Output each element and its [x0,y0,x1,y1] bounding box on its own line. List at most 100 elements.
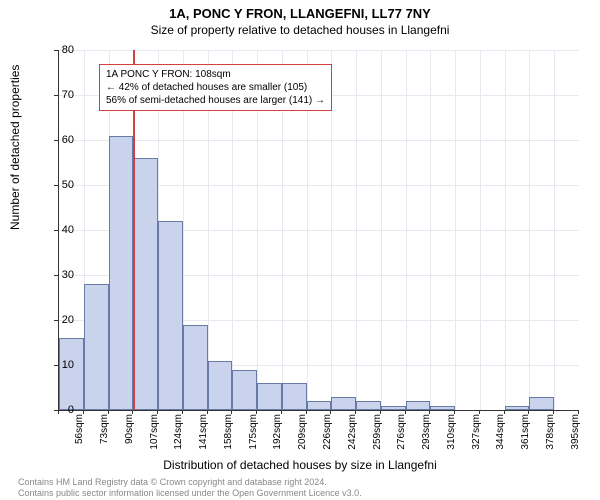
y-tick-label: 10 [44,359,74,371]
x-tick-label: 395sqm [570,414,581,464]
x-tick-mark [207,410,208,414]
x-tick-label: 90sqm [124,414,135,464]
y-axis-label: Number of detached properties [8,65,22,230]
y-tick-label: 60 [44,134,74,146]
grid-line-v [381,50,382,410]
y-tick-label: 70 [44,89,74,101]
y-tick-mark [54,185,58,186]
histogram-bar [84,284,109,410]
grid-line-v [554,50,555,410]
y-tick-label: 50 [44,179,74,191]
y-tick-mark [54,50,58,51]
x-axis-label: Distribution of detached houses by size … [0,458,600,472]
x-tick-mark [578,410,579,414]
x-tick-mark [306,410,307,414]
x-tick-mark [528,410,529,414]
histogram-bar [356,401,381,410]
x-tick-label: 124sqm [173,414,184,464]
x-tick-label: 209sqm [297,414,308,464]
x-tick-label: 175sqm [248,414,259,464]
y-tick-mark [54,365,58,366]
histogram-bar [331,397,356,411]
histogram-bar [208,361,233,411]
chart-container: 1A, PONC Y FRON, LLANGEFNI, LL77 7NY Siz… [0,0,600,500]
x-tick-mark [58,410,59,414]
histogram-bar [232,370,257,411]
grid-line-v [455,50,456,410]
x-tick-mark [108,410,109,414]
y-tick-mark [54,230,58,231]
histogram-bar [183,325,208,411]
histogram-bar [59,338,84,410]
y-tick-mark [54,275,58,276]
annotation-line1: 1A PONC Y FRON: 108sqm [106,68,325,81]
y-tick-label: 80 [44,44,74,56]
footer-line1: Contains HM Land Registry data © Crown c… [18,477,362,487]
title-sub: Size of property relative to detached ho… [0,21,600,37]
grid-line-v [430,50,431,410]
x-tick-label: 344sqm [495,414,506,464]
y-tick-label: 20 [44,314,74,326]
x-tick-mark [182,410,183,414]
y-tick-mark [54,140,58,141]
x-tick-label: 158sqm [223,414,234,464]
footer-line2: Contains public sector information licen… [18,488,362,498]
histogram-bar [257,383,282,410]
x-tick-mark [405,410,406,414]
x-tick-label: 73sqm [99,414,110,464]
x-tick-label: 107sqm [149,414,160,464]
histogram-bar [133,158,158,410]
x-tick-mark [330,410,331,414]
x-tick-mark [157,410,158,414]
grid-line-v [480,50,481,410]
grid-line-v [505,50,506,410]
x-tick-mark [355,410,356,414]
x-tick-mark [504,410,505,414]
histogram-bar [430,406,455,411]
histogram-bar [109,136,134,411]
grid-line-v [529,50,530,410]
annotation-line2: ← 42% of detached houses are smaller (10… [106,81,325,94]
histogram-bar [307,401,332,410]
histogram-bar [282,383,307,410]
title-main: 1A, PONC Y FRON, LLANGEFNI, LL77 7NY [0,0,600,21]
x-tick-mark [479,410,480,414]
x-tick-mark [132,410,133,414]
annotation-line3: 56% of semi-detached houses are larger (… [106,94,325,107]
histogram-bar [381,406,406,411]
grid-line-v [406,50,407,410]
x-tick-label: 361sqm [520,414,531,464]
x-tick-mark [281,410,282,414]
x-tick-label: 259sqm [372,414,383,464]
y-tick-mark [54,95,58,96]
x-tick-label: 293sqm [421,414,432,464]
x-tick-mark [256,410,257,414]
x-tick-label: 141sqm [198,414,209,464]
grid-line-h [59,140,579,141]
x-tick-label: 242sqm [347,414,358,464]
x-tick-label: 192sqm [272,414,283,464]
x-tick-mark [380,410,381,414]
grid-line-v [356,50,357,410]
grid-line-h [59,50,579,51]
y-tick-label: 40 [44,224,74,236]
annotation-box: 1A PONC Y FRON: 108sqm← 42% of detached … [99,64,332,111]
x-tick-mark [454,410,455,414]
x-tick-mark [429,410,430,414]
y-tick-mark [54,320,58,321]
histogram-bar [406,401,431,410]
x-tick-mark [83,410,84,414]
x-tick-label: 310sqm [446,414,457,464]
x-tick-label: 226sqm [322,414,333,464]
histogram-bar [158,221,183,410]
x-tick-mark [553,410,554,414]
plot-area: 1A PONC Y FRON: 108sqm← 42% of detached … [58,50,579,411]
x-tick-label: 56sqm [74,414,85,464]
histogram-bar [505,406,530,411]
x-tick-label: 378sqm [545,414,556,464]
x-tick-label: 276sqm [396,414,407,464]
footer-attribution: Contains HM Land Registry data © Crown c… [18,477,362,498]
x-tick-label: 327sqm [471,414,482,464]
x-tick-mark [231,410,232,414]
histogram-bar [529,397,554,411]
